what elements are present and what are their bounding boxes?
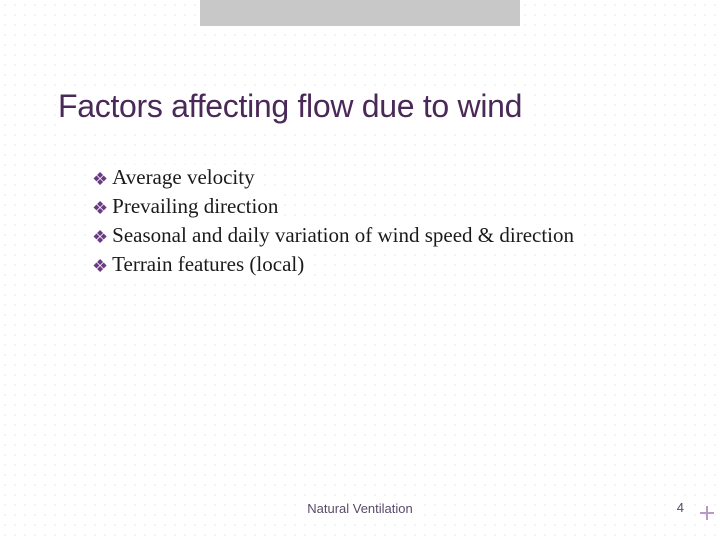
- bullet-list: ❖ Average velocity ❖ Prevailing directio…: [92, 165, 680, 277]
- diamond-bullet-icon: ❖: [92, 199, 108, 217]
- bullet-text: Prevailing direction: [112, 194, 278, 219]
- list-item: ❖ Prevailing direction: [92, 194, 284, 219]
- slide-content: Factors affecting flow due to wind ❖ Ave…: [0, 0, 720, 277]
- footer-label: Natural Ventilation: [301, 500, 419, 517]
- bullet-text: Average velocity: [112, 165, 254, 190]
- bullet-text: Terrain features (local): [112, 252, 304, 277]
- diamond-bullet-icon: ❖: [92, 228, 108, 246]
- diamond-bullet-icon: ❖: [92, 257, 108, 275]
- page-number: 4: [673, 499, 688, 516]
- footer-center: Natural Ventilation: [0, 501, 720, 516]
- top-decor-bar: [200, 0, 520, 26]
- bullet-text: Seasonal and daily variation of wind spe…: [112, 223, 574, 248]
- diamond-bullet-icon: ❖: [92, 170, 108, 188]
- slide-title: Factors affecting flow due to wind: [58, 86, 526, 131]
- list-item: ❖ Average velocity: [92, 165, 261, 190]
- corner-accent-icon: [696, 502, 714, 520]
- list-item: ❖ Seasonal and daily variation of wind s…: [92, 223, 580, 248]
- list-item: ❖ Terrain features (local): [92, 252, 310, 277]
